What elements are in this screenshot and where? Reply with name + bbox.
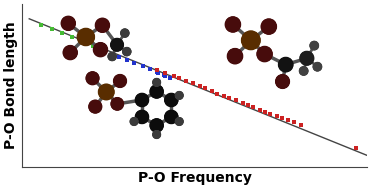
Point bbox=[131, 61, 137, 64]
Point bbox=[161, 73, 167, 76]
Point bbox=[209, 90, 215, 93]
Point bbox=[171, 74, 177, 77]
Point bbox=[154, 68, 160, 71]
Point bbox=[147, 67, 153, 70]
Point bbox=[190, 82, 196, 85]
Point bbox=[162, 74, 168, 77]
Point bbox=[140, 64, 146, 67]
Point bbox=[183, 79, 189, 82]
Point bbox=[100, 49, 106, 52]
Y-axis label: P-O Bond length: P-O Bond length bbox=[4, 22, 18, 149]
Point bbox=[214, 92, 220, 95]
Point bbox=[267, 112, 273, 115]
Point bbox=[80, 40, 86, 43]
Point bbox=[226, 97, 232, 100]
Point bbox=[285, 119, 290, 122]
Point bbox=[162, 71, 168, 74]
Point bbox=[167, 76, 173, 79]
Point bbox=[109, 52, 115, 55]
Point bbox=[279, 117, 285, 120]
Point bbox=[59, 32, 65, 35]
Point bbox=[49, 28, 55, 31]
Point bbox=[100, 49, 106, 52]
Point bbox=[354, 146, 359, 149]
Point bbox=[257, 108, 263, 111]
Point bbox=[298, 123, 304, 126]
Point bbox=[154, 70, 160, 73]
Point bbox=[38, 24, 44, 27]
Point bbox=[274, 115, 280, 118]
Point bbox=[90, 45, 96, 48]
Point bbox=[240, 101, 246, 105]
Point bbox=[176, 77, 182, 80]
Point bbox=[233, 99, 239, 102]
Point bbox=[292, 121, 298, 124]
Point bbox=[155, 72, 161, 75]
Point bbox=[124, 58, 130, 61]
Point bbox=[197, 84, 203, 88]
Point bbox=[250, 106, 256, 109]
Point bbox=[245, 104, 251, 107]
Point bbox=[202, 87, 208, 90]
Point bbox=[69, 36, 75, 39]
X-axis label: P-O Frequency: P-O Frequency bbox=[138, 171, 252, 185]
Point bbox=[221, 94, 227, 97]
Point bbox=[262, 110, 268, 113]
Point bbox=[116, 55, 122, 58]
